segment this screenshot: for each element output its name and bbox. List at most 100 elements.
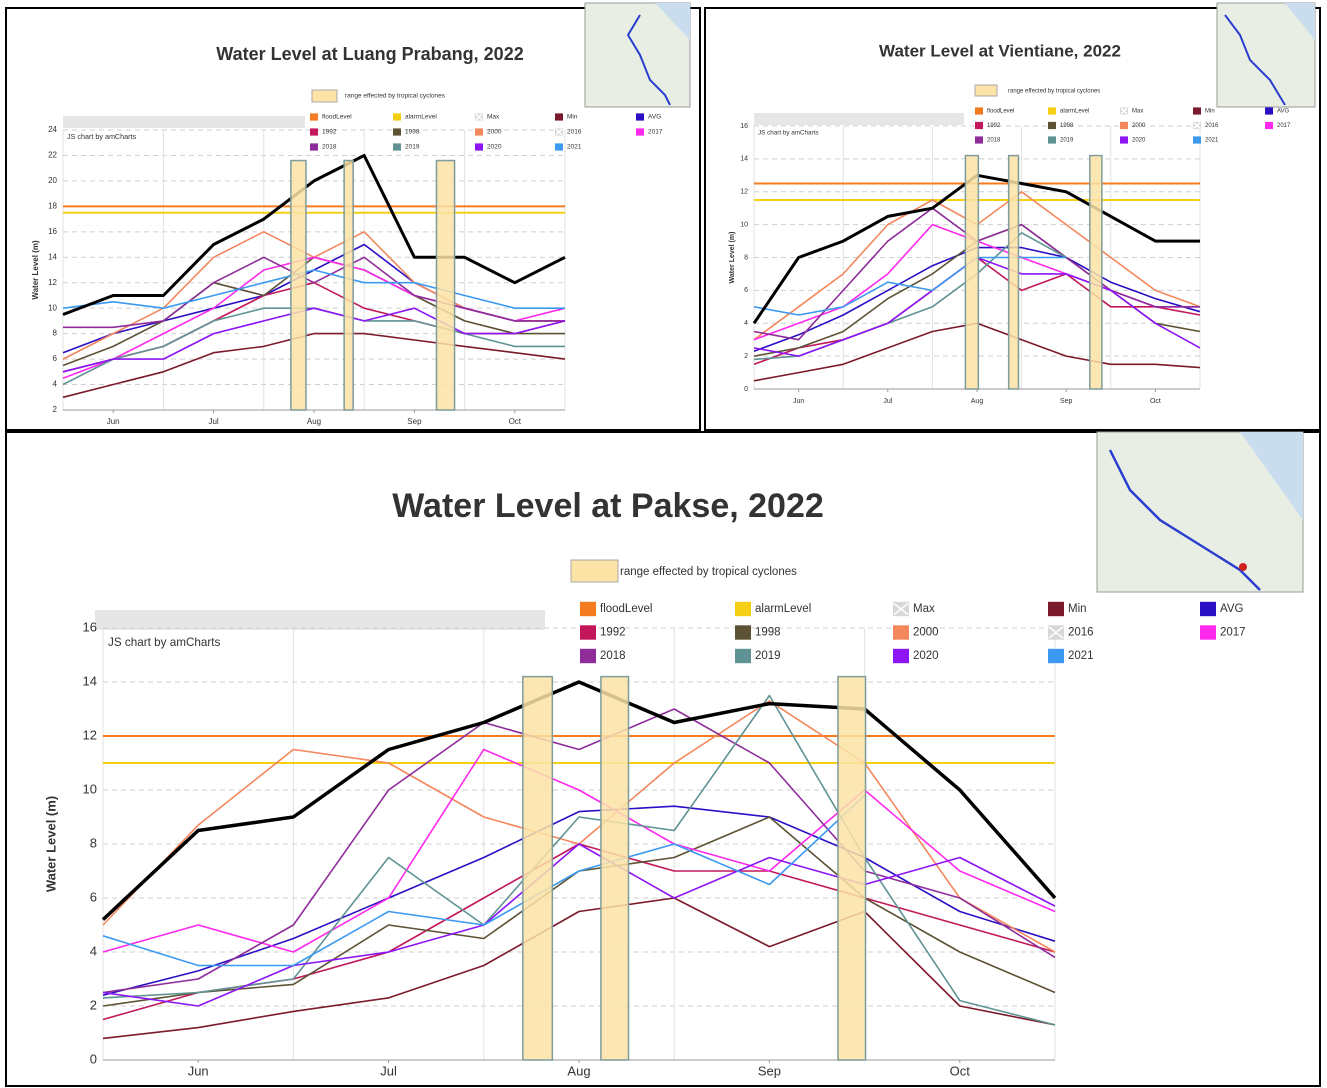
- legend-item[interactable]: 1992: [975, 122, 1001, 129]
- chart-title: Water Level at Pakse, 2022: [392, 487, 824, 525]
- map-thumbnail: [585, 3, 690, 107]
- legend-item[interactable]: Max: [893, 602, 935, 616]
- x-tick-label: Sep: [758, 1063, 781, 1078]
- legend-item[interactable]: 2018: [580, 649, 626, 663]
- y-tick-label: 14: [83, 673, 97, 688]
- legend-item[interactable]: 1998: [1048, 122, 1074, 129]
- legend-label: range effected by tropical cyclones: [1008, 89, 1100, 95]
- legend-label: 2016: [567, 129, 582, 136]
- legend-item[interactable]: 2021: [1193, 136, 1219, 143]
- cyclone-band: [838, 677, 866, 1060]
- legend-swatch: [1048, 107, 1056, 114]
- legend-swatch: [475, 143, 483, 150]
- y-tick-label: 6: [53, 354, 58, 363]
- legend-item[interactable]: 2018: [975, 136, 1001, 143]
- legend-item[interactable]: 2016: [1193, 122, 1219, 129]
- legend-item[interactable]: 2017: [1200, 625, 1246, 639]
- legend-item[interactable]: 2000: [475, 128, 502, 135]
- y-tick-label: 12: [48, 278, 57, 287]
- legend-swatch: [975, 107, 983, 114]
- legend-item[interactable]: 2017: [636, 128, 663, 135]
- x-tick-label: Sep: [1060, 398, 1073, 405]
- legend-item[interactable]: AVG: [636, 113, 661, 120]
- legend-item[interactable]: 2019: [1048, 136, 1074, 143]
- y-tick-label: 2: [53, 405, 58, 414]
- legend-item[interactable]: AVG: [1200, 602, 1243, 616]
- credit: JS chart by amCharts: [758, 130, 819, 137]
- legend-item[interactable]: floodLevel: [580, 602, 652, 616]
- legend-item[interactable]: floodLevel: [310, 113, 352, 120]
- legend-swatch: [1048, 136, 1056, 143]
- legend-swatch: [1193, 107, 1201, 114]
- legend-swatch: [975, 85, 997, 96]
- legend-item[interactable]: 2018: [310, 143, 337, 150]
- legend-item[interactable]: 2021: [555, 143, 582, 150]
- legend-item[interactable]: Min: [555, 113, 578, 120]
- legend-item[interactable]: alarmLevel: [735, 602, 811, 616]
- legend-item[interactable]: AVG: [1265, 107, 1290, 114]
- x-tick-label: Jun: [793, 398, 804, 405]
- map-thumbnail: [1097, 432, 1303, 592]
- legend-swatch: [555, 143, 563, 150]
- legend-item[interactable]: 1992: [580, 625, 626, 639]
- legend-item[interactable]: 2020: [893, 649, 939, 663]
- legend-swatch: [393, 143, 401, 150]
- legend-item[interactable]: 1998: [393, 128, 420, 135]
- series-line: [63, 156, 565, 315]
- legend-swatch: [310, 113, 318, 120]
- legend-item[interactable]: 2019: [735, 649, 781, 663]
- y-tick-label: 12: [83, 727, 97, 742]
- y-tick-label: 16: [740, 123, 748, 130]
- legend-item[interactable]: 2019: [393, 143, 420, 150]
- series-line: [63, 257, 565, 327]
- legend-label: floodLevel: [322, 114, 352, 121]
- scrollbar[interactable]: [63, 116, 305, 128]
- legend-label: 2019: [405, 144, 420, 151]
- legend-item[interactable]: Max: [475, 113, 500, 120]
- legend-item[interactable]: 2016: [555, 128, 582, 135]
- legend-item[interactable]: 2021: [1048, 649, 1094, 663]
- legend-item[interactable]: 1998: [735, 625, 781, 639]
- y-tick-label: 4: [90, 943, 97, 958]
- legend-item[interactable]: floodLevel: [975, 107, 1014, 114]
- scrollbar[interactable]: [754, 113, 964, 125]
- map-thumbnail: [1217, 3, 1315, 107]
- legend-item[interactable]: Max: [1120, 107, 1143, 114]
- legend-label: 2000: [1132, 123, 1146, 129]
- legend-label: 2020: [487, 144, 502, 151]
- legend-item[interactable]: Min: [1048, 602, 1087, 616]
- page: Water Level at Luang Prabang, 2022246810…: [0, 0, 1327, 1088]
- y-tick-label: 2: [744, 353, 748, 360]
- credit: JS chart by amCharts: [67, 132, 137, 141]
- legend-item[interactable]: 2017: [1265, 122, 1291, 129]
- legend-label: alarmLevel: [755, 603, 811, 615]
- legend-label: floodLevel: [987, 109, 1014, 115]
- legend-label: 2019: [1060, 138, 1074, 144]
- x-tick-label: Sep: [407, 417, 422, 426]
- legend-item[interactable]: 2000: [1120, 122, 1146, 129]
- x-tick-label: Jun: [107, 417, 120, 426]
- legend-label: Max: [487, 114, 500, 121]
- cyclone-band: [1009, 156, 1019, 389]
- legend-swatch: [1193, 136, 1201, 143]
- legend-item[interactable]: 1992: [310, 128, 337, 135]
- legend-label: 1992: [987, 123, 1001, 129]
- legend-item[interactable]: 2016: [1048, 625, 1094, 639]
- x-tick-label: Jun: [188, 1063, 209, 1078]
- credit: JS chart by amCharts: [108, 636, 221, 649]
- legend-item[interactable]: alarmLevel: [393, 113, 437, 120]
- y-axis-label: Water Level (m): [31, 240, 40, 300]
- legend-item[interactable]: Min: [1193, 107, 1215, 114]
- legend-item[interactable]: alarmLevel: [1048, 107, 1089, 114]
- chart: Water Level at Luang Prabang, 2022246810…: [31, 44, 663, 426]
- scrollbar[interactable]: [95, 610, 545, 630]
- legend-label: Max: [913, 603, 935, 615]
- legend-item[interactable]: 2020: [1120, 136, 1146, 143]
- x-tick-label: Oct: [509, 417, 522, 426]
- legend-item[interactable]: 2000: [893, 625, 939, 639]
- legend-label: 2017: [1277, 123, 1291, 129]
- y-tick-label: 16: [83, 619, 97, 634]
- legend-label: range effected by tropical cyclones: [620, 566, 797, 578]
- legend-item[interactable]: 2020: [475, 143, 502, 150]
- legend-label: 2021: [567, 144, 582, 151]
